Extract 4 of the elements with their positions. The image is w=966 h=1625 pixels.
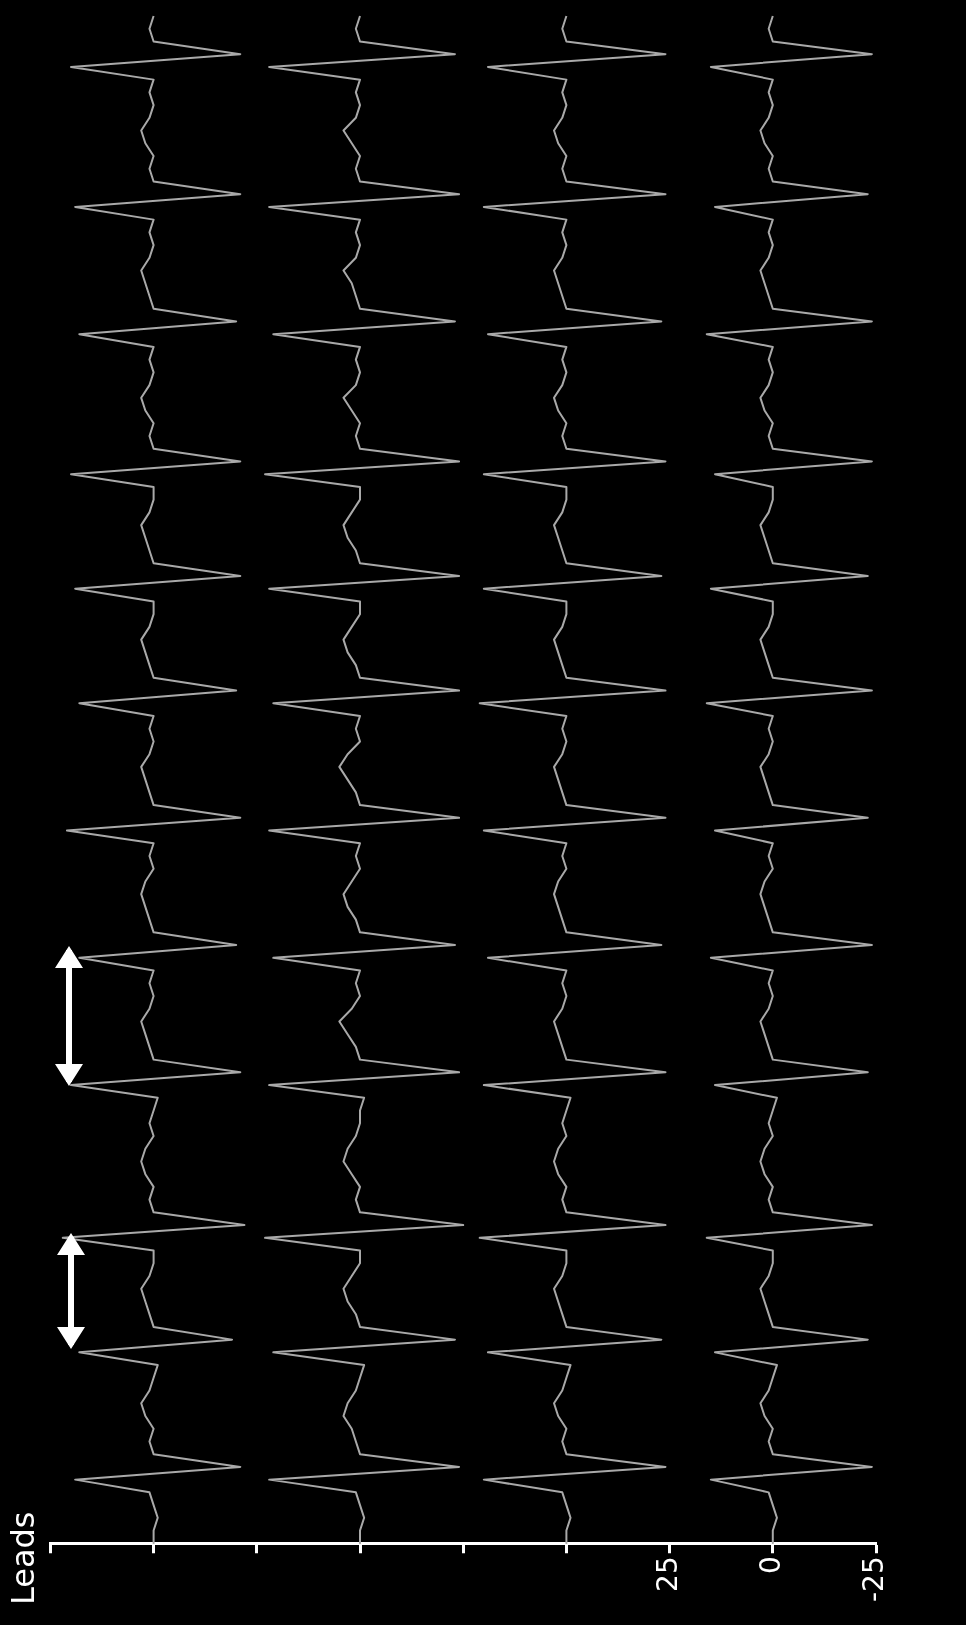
x-tick-label: -25 — [857, 1556, 891, 1602]
x-tick-label: 0 — [754, 1556, 788, 1575]
text: Leads — [3, 1511, 42, 1605]
x-tick-label: 25 — [650, 1556, 684, 1592]
